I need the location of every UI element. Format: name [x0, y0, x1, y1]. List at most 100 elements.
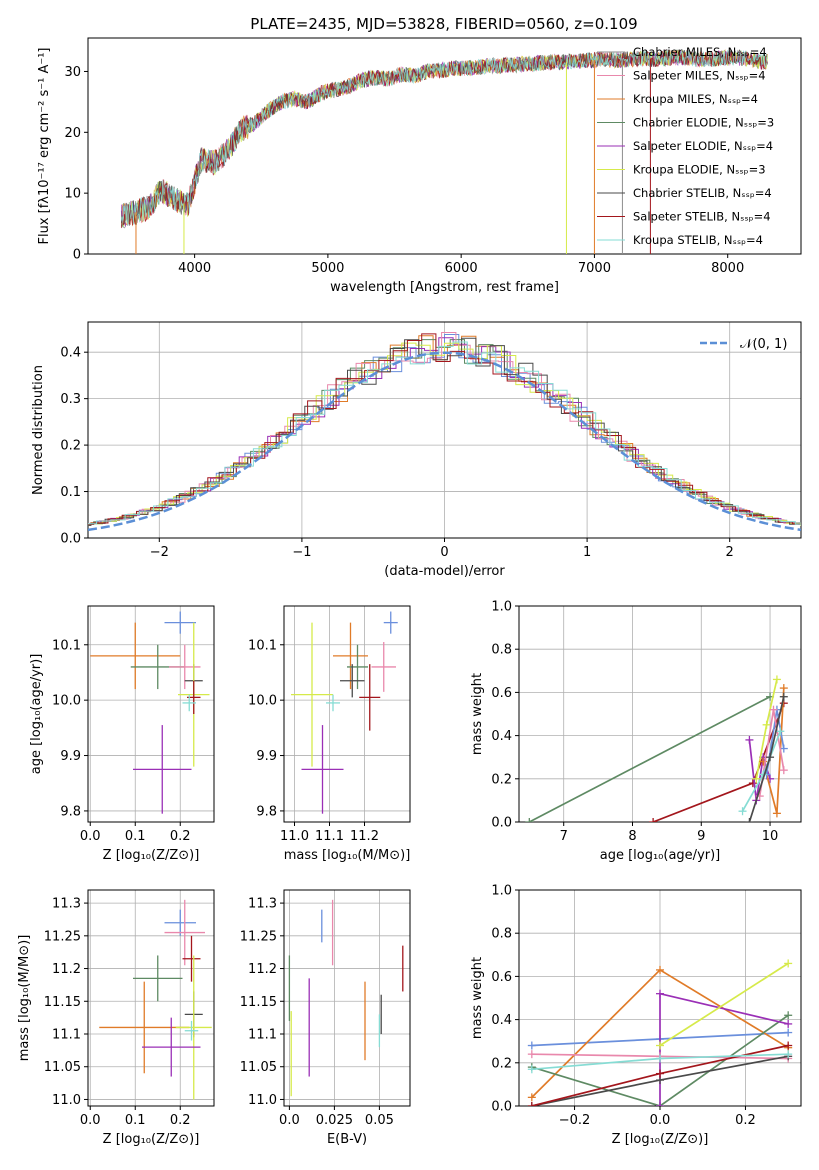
y-tick-label: 11.1: [248, 1028, 277, 1043]
errorbars-mass-vs-EBV: [288, 899, 404, 1097]
figure-title: PLATE=2435, MJD=53828, FIBERID=0560, z=0…: [250, 15, 637, 33]
x-tick-label: 0.025: [316, 1113, 353, 1128]
y-tick-label: 0.8: [491, 643, 512, 658]
y-tick-label: 11.3: [52, 897, 81, 912]
spectrum-legend: Chabrier MILES, Nₛₛₚ=4 Salpeter MILES, Nₛ…: [597, 45, 774, 247]
spectrum-line: [120, 49, 768, 226]
y-tick-label: 9.9: [256, 749, 277, 764]
y-tick-label: 11.1: [52, 1028, 81, 1043]
errorbars-age-vs-Z: [90, 611, 210, 814]
axes-age-vs-mass: 11.0 11.1 11.2 9.8 9.9 10.0 10.1 mass [log₁₀(M/…: [248, 605, 411, 863]
spectrum-lines: [120, 48, 768, 254]
spectrum-line: [120, 50, 768, 229]
y-axis-label: Flux [fλ10⁻¹⁷ erg cm⁻² s⁻¹ A⁻¹]: [37, 48, 52, 245]
y-tick-label: 11.2: [248, 962, 277, 977]
y-tick-label: 30: [64, 65, 81, 80]
legend-label: Kroupa MILES, Nₛₛₚ=4: [633, 92, 758, 106]
x-tick-label: 0.1: [125, 829, 146, 844]
y-tick-label: 10.0: [52, 694, 81, 709]
legend-label: Kroupa STELIB, Nₛₛₚ=4: [633, 233, 763, 247]
y-tick-label: 11.0: [52, 1093, 81, 1108]
y-tick-label: 10.0: [248, 694, 277, 709]
y-tick-label: 9.8: [60, 804, 81, 819]
y-tick-label: 10: [64, 187, 81, 202]
x-tick-label: 1: [583, 545, 591, 560]
legend-label: Chabrier ELODIE, Nₛₛₚ=3: [633, 116, 774, 130]
x-axis-label: Z [log₁₀(Z/Z⊙)]: [103, 848, 200, 863]
y-axis-label: mass weight: [470, 673, 485, 755]
x-tick-label: 0.05: [365, 1113, 394, 1128]
y-tick-label: 10.1: [52, 638, 81, 653]
y-tick-label: 0.6: [491, 686, 512, 701]
y-tick-label: 11.05: [240, 1060, 277, 1075]
y-tick-label: 0.1: [60, 485, 81, 500]
x-tick-label: 0.0: [279, 1113, 300, 1128]
x-tick-label: 0.1: [125, 1113, 146, 1128]
axes-frame: [87, 37, 802, 255]
y-tick-label: 0: [73, 248, 81, 263]
x-tick-label: −2: [150, 545, 169, 560]
x-tick-label: 0.2: [170, 1113, 191, 1128]
lines-massweight-vs-Z: [527, 959, 793, 1106]
x-tick-label: −1: [292, 545, 311, 560]
histogram-step: [88, 341, 801, 525]
axes-spectrum: 4000 5000 6000 7000 8000 0 10 20 30 wavelength [A…: [37, 37, 802, 295]
y-tick-label: 0.4: [491, 1013, 512, 1028]
y-tick-label: 11.2: [52, 962, 81, 977]
series-line: [659, 962, 789, 1047]
y-tick-label: 10.1: [248, 638, 277, 653]
x-tick-label: 0.0: [80, 1113, 101, 1128]
legend-label: Salpeter MILES, Nₛₛₚ=4: [633, 69, 766, 83]
legend-label: Salpeter ELODIE, Nₛₛₚ=4: [633, 139, 773, 153]
y-tick-label: 0.3: [60, 392, 81, 407]
y-tick-label: 1.0: [491, 600, 512, 615]
x-tick-label: 2: [726, 545, 734, 560]
axes-mass-vs-EBV: 0.0 0.025 0.05 11.0 11.05 11.1 11.15 11.2 11.25 1…: [240, 889, 411, 1147]
y-tick-label: 0.4: [491, 729, 512, 744]
x-tick-label: 10: [762, 829, 779, 844]
y-tick-label: 11.25: [44, 929, 81, 944]
errorbars-mass-vs-Z: [99, 899, 212, 1100]
x-tick-label: 5000: [311, 261, 344, 276]
y-tick-label: 11.15: [240, 995, 277, 1010]
x-tick-label: 8: [628, 829, 636, 844]
y-tick-label: 0.4: [60, 346, 81, 361]
x-axis-label: wavelength [Angstrom, rest frame]: [330, 280, 559, 295]
axes-frame: [87, 605, 215, 823]
legend-label: Chabrier STELIB, Nₛₛₚ=4: [633, 186, 772, 200]
y-tick-label: 11.0: [248, 1093, 277, 1108]
axes-frame: [283, 605, 411, 823]
x-tick-label: 7: [560, 829, 568, 844]
x-tick-label: 11.2: [350, 829, 379, 844]
x-tick-label: 0.2: [170, 829, 191, 844]
x-tick-label: 0.0: [80, 829, 101, 844]
x-tick-label: 0: [440, 545, 448, 560]
x-axis-label: Z [log₁₀(Z/Z⊙)]: [612, 1132, 709, 1147]
y-axis-label: mass weight: [470, 957, 485, 1039]
x-tick-label: 7000: [578, 261, 611, 276]
y-tick-label: 0.0: [491, 1100, 512, 1115]
legend-label: Chabrier MILES, Nₛₛₚ=4: [633, 45, 767, 59]
y-tick-label: 1.0: [491, 884, 512, 899]
y-tick-label: 0.2: [491, 772, 512, 787]
histogram-step: [88, 337, 801, 526]
y-tick-label: 0.0: [60, 532, 81, 547]
axes-massweight-vs-age: 7 8 9 10 0.0 0.2 0.4 0.6 0.8 1.0 age [log₁₀(age/yr…: [470, 600, 802, 863]
x-tick-label: 9: [697, 829, 705, 844]
y-tick-label: 9.8: [256, 804, 277, 819]
y-axis-label: mass [log₁₀(M/M⊙)]: [17, 935, 32, 1062]
axes-mass-vs-Z: 0.0 0.1 0.2 11.0 11.05 11.1 11.15 11.2 11.25 11.3…: [17, 889, 215, 1147]
x-tick-label: 11.1: [315, 829, 344, 844]
axes-age-vs-Z: 0.0 0.1 0.2 9.8 9.9 10.0 10.1 Z [log₁₀(Z/Z⊙)] ag…: [29, 605, 215, 863]
axes-frame: [87, 889, 215, 1107]
x-axis-label: E(B-V): [327, 1132, 367, 1147]
residuals-legend: 𝒩(0, 1): [700, 337, 787, 352]
y-tick-label: 11.25: [240, 929, 277, 944]
y-tick-label: 9.9: [60, 749, 81, 764]
x-tick-label: −0.2: [559, 1113, 591, 1128]
series-line: [528, 695, 771, 822]
x-tick-label: 4000: [178, 261, 211, 276]
legend-label: 𝒩(0, 1): [740, 337, 787, 352]
